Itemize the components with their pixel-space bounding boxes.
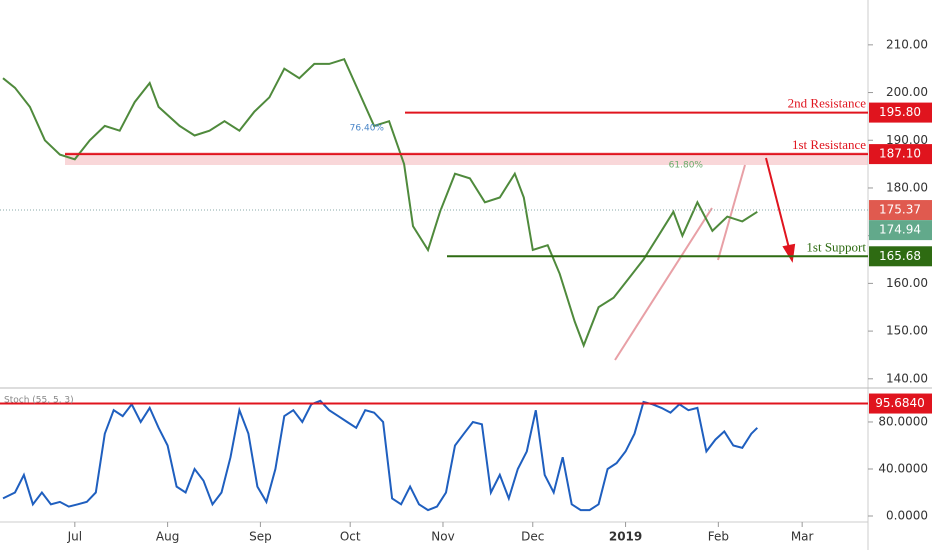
level-price-label: 95.6840 — [875, 396, 925, 410]
y-tick-label: 160.00 — [886, 276, 928, 290]
level-name: 1st Resistance — [792, 137, 866, 152]
y-tick-label: 40.0000 — [878, 461, 928, 475]
series-line — [2, 57, 758, 349]
x-tick-label: Jul — [67, 530, 82, 544]
level-name: 1st Support — [806, 239, 866, 254]
price-box — [869, 220, 932, 241]
x-tick-label: Sep — [249, 530, 272, 544]
price-label: 174.94 — [879, 223, 921, 237]
fib-label: 76.40% — [350, 124, 385, 134]
y-tick-label: 210.00 — [886, 37, 928, 51]
level-price-label: 195.80 — [879, 105, 921, 119]
level-price-box — [869, 393, 932, 414]
x-tick-label: Oct — [340, 530, 361, 544]
x-tick-label: Feb — [708, 530, 729, 544]
y-tick-label: 80.0000 — [878, 414, 928, 428]
y-tick-label: 140.00 — [886, 371, 928, 385]
x-tick-label: Mar — [791, 530, 814, 544]
level-name: 2nd Resistance — [788, 96, 867, 111]
fib-label: 61.80% — [669, 161, 704, 171]
x-tick-label: 2019 — [609, 530, 642, 544]
y-tick-label: 150.00 — [886, 324, 928, 338]
x-tick-label: Nov — [431, 530, 454, 544]
level-price-box — [869, 246, 932, 267]
level-price-box — [869, 102, 932, 123]
y-tick-label: 0.0000 — [886, 509, 928, 523]
x-tick-label: Aug — [156, 530, 179, 544]
level-price-box — [869, 144, 932, 165]
x-tick-label: Dec — [521, 530, 544, 544]
y-tick-label: 180.00 — [886, 180, 928, 194]
price-box — [869, 200, 932, 221]
resistance-zone — [65, 152, 868, 165]
price-label: 175.37 — [879, 203, 921, 217]
legend-entry: Stoch (55, 5, 3) — [4, 396, 74, 406]
level-price-label: 165.68 — [879, 249, 921, 263]
y-tick-label: 200.00 — [886, 85, 928, 99]
y-tick-label: 190.00 — [886, 133, 928, 147]
pattern-arrows — [614, 164, 746, 361]
level-price-label: 187.10 — [879, 147, 921, 161]
